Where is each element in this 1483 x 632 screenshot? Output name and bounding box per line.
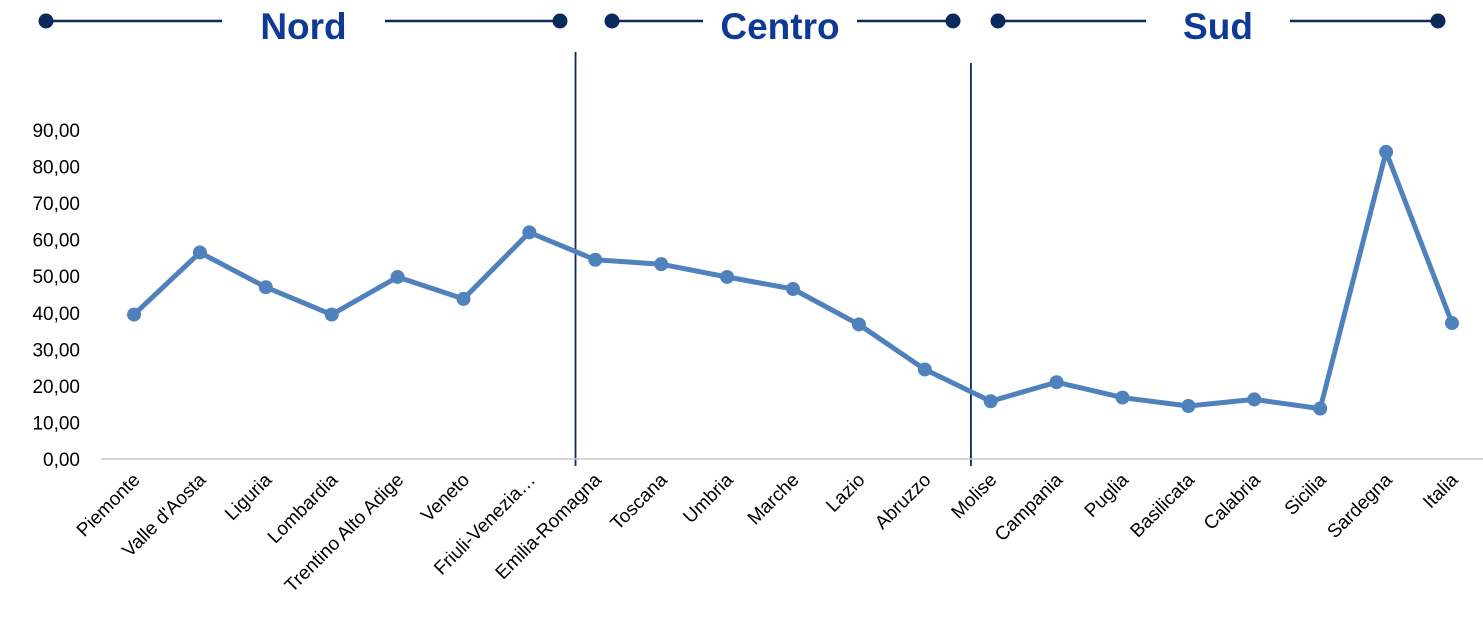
y-tick-label: 0,00 [43,450,80,471]
x-tick-label: Calabria [1200,469,1265,534]
x-tick-label: Trentino Alto Adige [281,470,408,597]
data-point [324,307,339,322]
x-tick-label: Lazio [822,470,869,517]
y-axis: 0,00 10,00 20,00 30,00 40,00 50,00 60,00 70,00 8… [32,121,80,471]
group-header-dot [990,13,1006,29]
y-tick-label: 50,00 [32,267,80,288]
y-tick-label: 30,00 [32,340,80,361]
group-header-dot [38,13,54,29]
x-tick-label: Puglia [1081,469,1134,522]
group-title-sud: Sud [1183,6,1253,47]
group-header-dot [945,13,961,29]
x-tick-label: Abruzzo [871,470,935,534]
data-point [1247,392,1262,407]
series-line [131,149,1455,412]
group-title-centro: Centro [720,6,839,47]
y-tick-label: 10,00 [32,413,80,434]
data-point [983,394,998,409]
data-point [522,225,537,240]
y-tick-label: 90,00 [32,121,80,142]
x-tick-label: Toscana [607,469,672,534]
y-tick-label: 80,00 [32,158,80,179]
data-point [192,245,207,260]
data-point [1049,375,1064,390]
x-tick-label: Marche [744,470,804,530]
group-title-nord: Nord [260,6,346,47]
series-layer [127,144,1459,416]
x-tick-label: Liguria [221,469,276,524]
x-tick-label: Molise [948,470,1002,524]
y-tick-label: 40,00 [32,304,80,325]
data-point [1115,390,1130,405]
data-point [786,282,800,297]
y-tick-label: 70,00 [32,194,80,215]
data-point [1313,401,1328,416]
data-point [588,252,603,267]
data-point [390,269,405,284]
x-tick-label: Campania [991,469,1067,545]
y-tick-label: 60,00 [32,231,80,252]
x-tick-label: Basilicata [1127,469,1200,542]
x-tick-label: Umbria [679,469,737,527]
x-tick-label: Sardegna [1324,469,1397,542]
group-header-dot [1430,13,1446,29]
data-point [258,280,273,295]
data-point [456,291,471,306]
data-point [1379,144,1394,159]
group-header-dot [604,13,620,29]
group-header-dot [552,13,568,29]
x-tick-label: Italia [1419,469,1463,513]
x-tick-label: Veneto [417,470,474,527]
data-point [654,257,669,272]
data-point [1445,316,1459,331]
data-point [917,362,932,377]
y-tick-label: 20,00 [32,377,80,398]
data-point [851,317,866,332]
x-tick-label: Sicilia [1281,469,1331,519]
region-separators [574,52,972,466]
data-point [127,307,141,322]
data-point [1181,398,1196,413]
region-group-headers: Nord Centro Sud [38,6,1446,47]
data-point [720,269,735,284]
